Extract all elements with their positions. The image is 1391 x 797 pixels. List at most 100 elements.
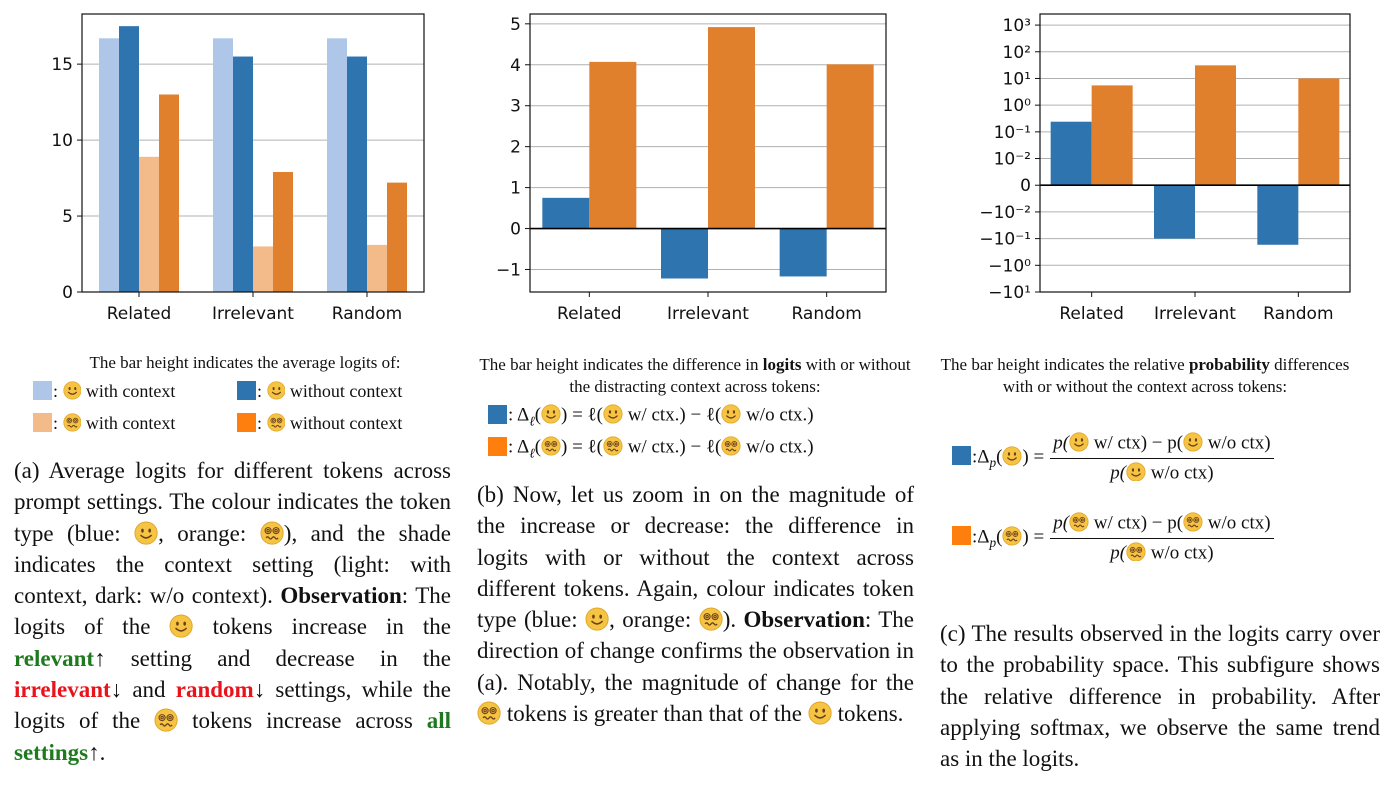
caption-text: (b) Now, let us zoom in on the magnitude… xyxy=(477,482,914,633)
smile-emoji xyxy=(541,404,561,424)
bar xyxy=(1091,85,1133,186)
y-tick-label: 5 xyxy=(510,15,521,35)
smile-emoji xyxy=(169,614,193,638)
bar xyxy=(542,197,590,229)
dizzy-emoji xyxy=(541,436,561,456)
caption-text: random xyxy=(175,677,254,703)
y-tick-label: 0 xyxy=(1020,176,1031,196)
dizzy-emoji xyxy=(260,521,284,545)
note-text: probability xyxy=(1188,355,1270,374)
smile-emoji xyxy=(1183,432,1203,452)
smile-emoji xyxy=(1126,462,1146,482)
formula-part: : Δ xyxy=(508,404,530,426)
caption-text: : The logits of the xyxy=(14,583,452,640)
formula: :Δp() = p( w/ ctx) − p( w/o ctx) p( w/o ct… xyxy=(952,512,1274,564)
smile-emoji xyxy=(808,701,832,725)
bar xyxy=(1257,185,1299,245)
caption-text: ), and the shade indicates the context s… xyxy=(14,520,452,609)
y-tick-label: 2 xyxy=(510,138,521,158)
caption-text: relevant xyxy=(14,645,95,671)
axes-frame xyxy=(1039,13,1351,293)
bar xyxy=(119,26,139,292)
dizzy-emoji xyxy=(154,708,178,732)
dizzy-emoji xyxy=(1126,542,1146,562)
caption-text: (c) The results observed in the logits c… xyxy=(940,621,1380,772)
note-text: with or without the distracting context … xyxy=(569,355,911,396)
y-tick-label: 10¹ xyxy=(1003,69,1031,89)
formula-part: w/o ctx.) xyxy=(741,404,814,426)
denominator: p( w/o ctx) xyxy=(1110,539,1214,565)
legend-mark: : xyxy=(257,381,263,401)
y-tick-label: 10⁻¹ xyxy=(994,123,1031,143)
bar xyxy=(233,56,253,292)
formula-part: p( xyxy=(1110,542,1127,564)
legend-swatch xyxy=(952,446,971,466)
y-tick-label: −10¹ xyxy=(988,283,1031,303)
dizzy-emoji xyxy=(1183,512,1203,532)
caption-text: tokens. xyxy=(831,701,904,727)
legend-label: with context xyxy=(85,413,176,433)
caption-text: tokens increase across xyxy=(178,708,427,734)
formula-part: w/ ctx) − p( xyxy=(1088,512,1184,534)
note-text: logits xyxy=(762,355,802,374)
axes-frame xyxy=(529,13,887,293)
bar xyxy=(1050,121,1092,186)
denominator: p( w/o ctx) xyxy=(1110,459,1214,485)
formula-part: ( xyxy=(534,436,542,458)
note-text: differences with or without the context … xyxy=(1002,355,1350,396)
legend-label: without context xyxy=(289,413,403,433)
bar xyxy=(1298,78,1340,186)
y-tick-label: 3 xyxy=(510,97,521,117)
formula: : Δℓ() = ℓ( w/ ctx.) − ℓ( w/o ctx.) xyxy=(488,404,814,429)
dizzy-emoji xyxy=(63,413,82,432)
bar xyxy=(139,156,159,292)
bar xyxy=(708,27,755,229)
bar xyxy=(347,56,367,292)
dizzy-emoji xyxy=(1002,526,1022,546)
bar xyxy=(159,94,179,292)
y-tick-label: 1 xyxy=(510,179,521,199)
note-b: The bar height indicates the difference … xyxy=(470,354,920,398)
bar xyxy=(1195,65,1236,186)
y-tick-label: 10³ xyxy=(1003,16,1031,36)
dizzy-emoji xyxy=(1069,512,1089,532)
bar xyxy=(589,61,637,229)
y-tick-label: 0 xyxy=(510,220,521,240)
caption-text: (a) Average logits for different tokens … xyxy=(14,458,451,546)
smile-emoji xyxy=(1069,432,1089,452)
y-tick-label: 10⁻² xyxy=(994,150,1031,170)
note-a: The bar height indicates the average log… xyxy=(89,353,401,372)
dizzy-emoji xyxy=(721,436,741,456)
caption-text: ↓ and xyxy=(110,677,176,703)
bar xyxy=(99,38,119,292)
y-tick-label: 15 xyxy=(51,55,73,75)
y-tick-label: 0 xyxy=(62,283,73,303)
bar xyxy=(213,38,233,292)
smile-emoji xyxy=(134,521,158,545)
smile-emoji xyxy=(1002,446,1022,466)
note-text: The bar height indicates the difference … xyxy=(479,355,763,374)
caption-text: ↓ settings, while the logits of the xyxy=(14,677,451,734)
caption-text: ↑ setting and decrease in the xyxy=(94,645,451,671)
caption-text: ). xyxy=(722,607,744,633)
legend-swatch xyxy=(33,381,52,400)
caption-text: Observation xyxy=(280,583,402,609)
note-text: The bar height indicates the relative xyxy=(940,355,1189,374)
y-tick-label: 4 xyxy=(510,56,521,76)
legend-swatch xyxy=(952,526,971,546)
caption-text: irrelevant xyxy=(14,677,111,703)
dizzy-emoji xyxy=(603,436,623,456)
caption-text: tokens increase in the xyxy=(193,614,451,640)
formula-part: ( xyxy=(534,404,542,426)
smile-emoji xyxy=(603,404,623,424)
y-tick-label: −1 xyxy=(496,260,521,280)
caption-text: , orange: xyxy=(158,520,260,546)
y-tick-label: −10⁻² xyxy=(979,203,1031,223)
formula-part: w/o ctx) xyxy=(1203,432,1271,454)
formula-part: ) = ℓ( xyxy=(561,404,603,426)
x-tick-label: Irrelevant xyxy=(667,304,749,324)
smile-emoji xyxy=(585,607,609,631)
charts: 0 5 10 15 Related Irrelevant Random −1 0 1 2 3 4 5 Rel… xyxy=(51,13,1351,324)
axes-frame xyxy=(81,13,425,293)
